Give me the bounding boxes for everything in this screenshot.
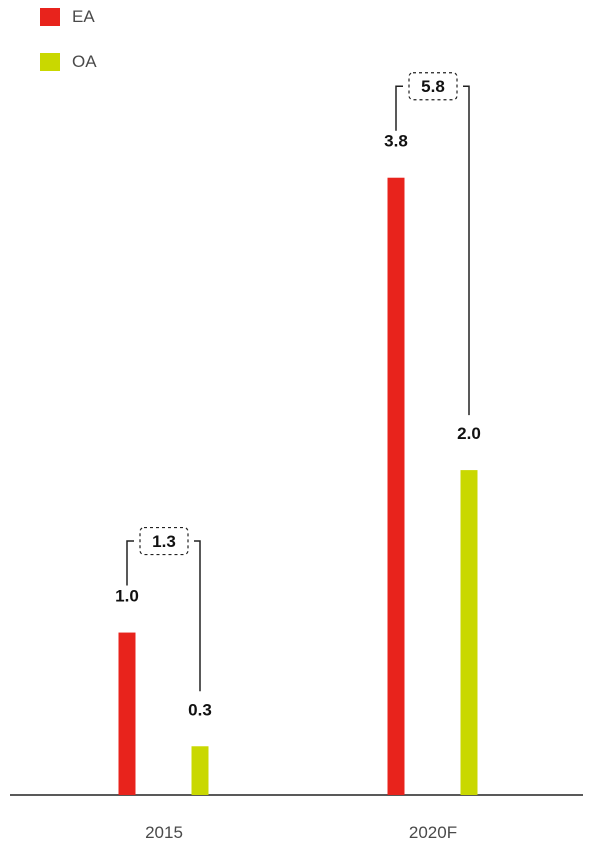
total-bracket-right-2015 <box>194 541 200 691</box>
x-tick-label-2015: 2015 <box>145 823 183 842</box>
bar-oa-2020f <box>461 470 478 795</box>
value-label-ea-2015: 1.0 <box>115 587 139 606</box>
bar-oa-2015 <box>192 746 209 795</box>
bar-ea-2020f <box>388 178 405 795</box>
value-label-ea-2020f: 3.8 <box>384 132 408 151</box>
x-tick-label-2020f: 2020F <box>409 823 457 842</box>
total-label-2020f: 5.8 <box>421 77 445 96</box>
total-bracket-right-2020f <box>463 86 469 415</box>
total-bracket-left-2020f <box>396 86 403 130</box>
value-label-oa-2020f: 2.0 <box>457 424 481 443</box>
total-bracket-left-2015 <box>127 541 134 586</box>
total-label-2015: 1.3 <box>152 532 176 551</box>
bar-ea-2015 <box>119 633 136 795</box>
value-label-oa-2015: 0.3 <box>188 700 212 719</box>
